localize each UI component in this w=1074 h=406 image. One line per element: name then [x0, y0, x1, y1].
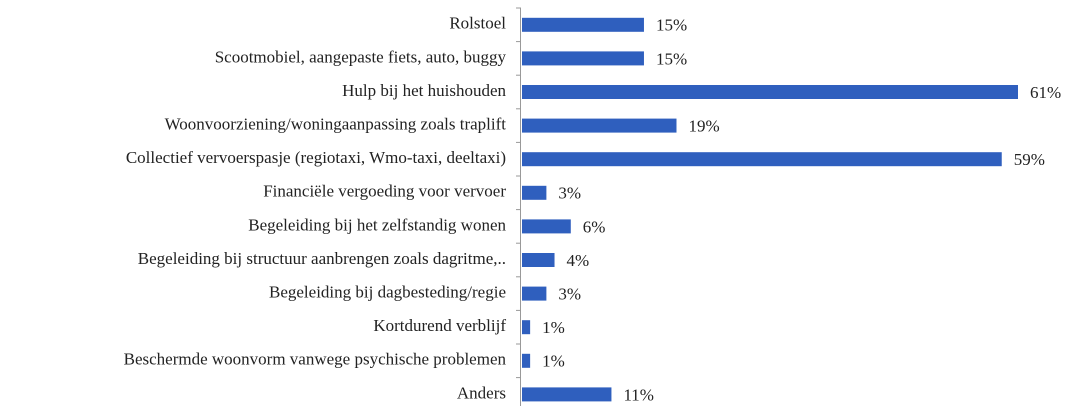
category-label: Kortdurend verblijf	[373, 316, 506, 335]
category-label: Beschermde woonvorm vanwege psychische p…	[124, 350, 507, 369]
category-label: Financiële vergoeding voor vervoer	[263, 182, 506, 201]
bar	[522, 17, 644, 32]
category-label: Woonvoorziening/woningaanpassing zoals t…	[165, 115, 507, 134]
category-label: Begeleiding bij het zelfstandig wonen	[248, 215, 506, 234]
category-label: Anders	[457, 383, 506, 402]
bar	[522, 219, 571, 234]
bar	[522, 353, 531, 368]
category-label: Rolstoel	[449, 14, 506, 33]
bar	[522, 152, 1002, 167]
category-label: Begeleiding bij structuur aanbrengen zoa…	[138, 249, 506, 268]
value-label: 3%	[558, 285, 581, 304]
value-label: 6%	[583, 217, 606, 236]
bar	[522, 387, 612, 402]
value-label: 15%	[656, 16, 687, 35]
bar	[522, 118, 677, 133]
value-label: 1%	[542, 352, 565, 371]
value-label: 4%	[567, 251, 590, 270]
category-label: Collectief vervoerspasje (regiotaxi, Wmo…	[126, 148, 506, 167]
value-label: 15%	[656, 49, 687, 68]
category-label: Begeleiding bij dagbesteding/regie	[269, 283, 506, 302]
bar	[522, 51, 644, 66]
value-label: 3%	[558, 184, 581, 203]
category-label: Scootmobiel, aangepaste fiets, auto, bug…	[215, 47, 507, 66]
bar	[522, 286, 547, 301]
bar	[522, 320, 531, 335]
bar	[522, 85, 1018, 99]
value-label: 11%	[623, 385, 654, 404]
value-label: 61%	[1030, 83, 1061, 102]
bar	[522, 253, 555, 267]
bar	[522, 185, 547, 200]
value-label: 19%	[688, 117, 719, 136]
category-label: Hulp bij het huishouden	[342, 81, 506, 100]
value-label: 59%	[1014, 150, 1045, 169]
value-label: 1%	[542, 318, 565, 337]
